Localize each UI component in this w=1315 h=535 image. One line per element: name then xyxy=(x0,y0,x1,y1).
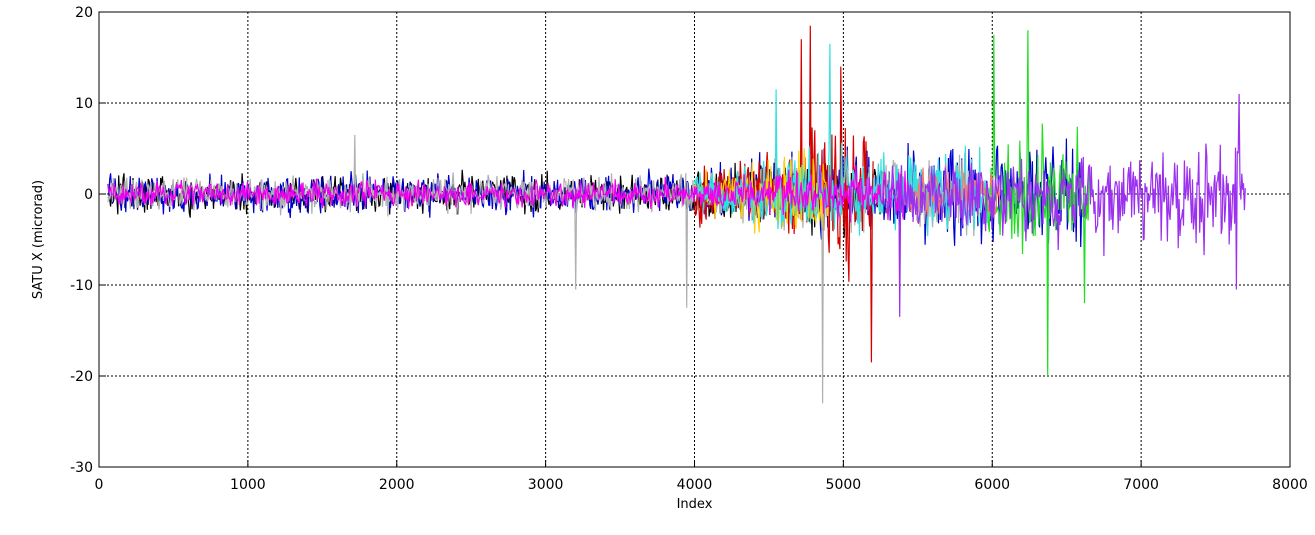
x-tick-label: 4000 xyxy=(677,477,713,493)
y-tick-label: -20 xyxy=(70,369,93,385)
series-line-3 xyxy=(107,134,978,404)
series-layer xyxy=(107,25,1246,404)
x-tick-label: 7000 xyxy=(1123,477,1159,493)
ticks: 0 1000 2000 3000 4000 5000 6000 7000 8000 20 10 0 -1… xyxy=(70,5,1308,493)
y-tick-label: 10 xyxy=(75,96,93,112)
y-tick-label: -10 xyxy=(70,278,93,294)
x-axis-title: Index xyxy=(677,497,713,512)
series-line-9 xyxy=(107,164,911,223)
x-tick-label: 5000 xyxy=(826,477,862,493)
y-axis-title: SATU X (microrad) xyxy=(31,180,46,299)
grid xyxy=(99,12,1290,467)
x-tick-label: 2000 xyxy=(379,477,415,493)
y-tick-label: -30 xyxy=(70,460,93,476)
y-tick-label: 0 xyxy=(84,187,93,203)
x-tick-label: 1000 xyxy=(230,477,266,493)
series-line-7 xyxy=(984,30,1090,377)
x-tick-label: 0 xyxy=(95,477,104,493)
series-line-10 xyxy=(887,93,1246,317)
y-tick-label: 20 xyxy=(75,5,93,21)
x-tick-label: 6000 xyxy=(974,477,1010,493)
x-tick-label: 8000 xyxy=(1272,477,1308,493)
x-tick-label: 3000 xyxy=(528,477,564,493)
